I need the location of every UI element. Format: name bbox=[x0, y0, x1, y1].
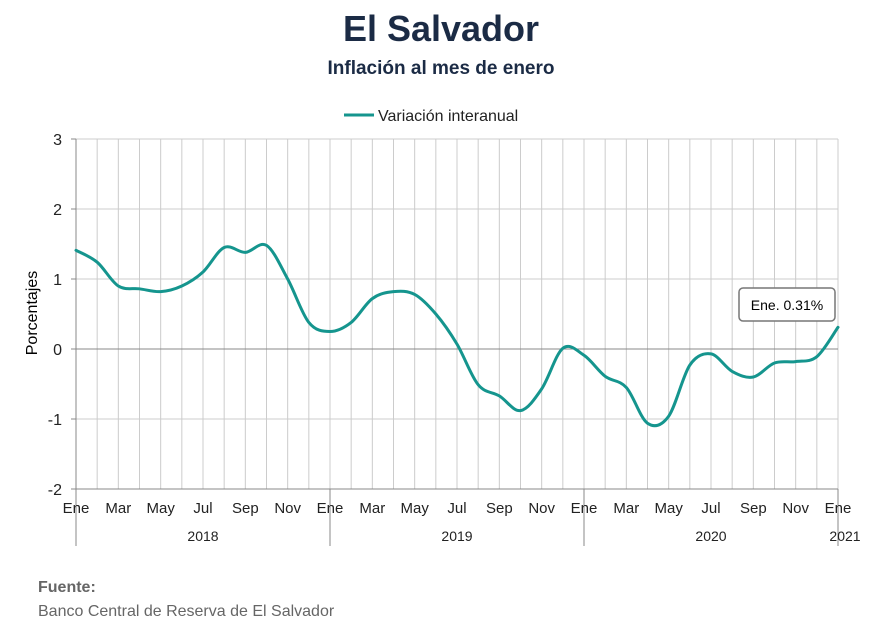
x-tick-label: Mar bbox=[613, 500, 639, 517]
x-tick-label: Sep bbox=[486, 500, 513, 517]
year-label: 2018 bbox=[187, 528, 218, 544]
source-label: Fuente: bbox=[38, 579, 96, 596]
chart-subtitle: Inflación al mes de enero bbox=[327, 58, 555, 79]
x-tick-label: Jul bbox=[701, 500, 720, 517]
legend-label: Variación interanual bbox=[378, 108, 518, 125]
source-note: Fuente: Banco Central de Reserva de El S… bbox=[38, 576, 334, 624]
y-tick-label: 0 bbox=[53, 342, 62, 359]
series-line-variacion-interanual bbox=[74, 242, 840, 428]
value-callout: Ene. 0.31% bbox=[738, 287, 836, 322]
x-tick-label: May bbox=[400, 500, 429, 517]
x-tick-label: May bbox=[654, 500, 683, 517]
x-tick-label: Jul bbox=[447, 500, 466, 517]
callout-label: Ene. 0.31% bbox=[751, 297, 823, 313]
y-tick-label: 3 bbox=[53, 132, 62, 149]
x-tick-label: Nov bbox=[782, 500, 809, 517]
x-tick-label: Nov bbox=[274, 500, 301, 517]
x-tick-label: Ene bbox=[571, 500, 598, 517]
x-tick-labels: Ene Mar May Jul Sep Nov Ene Mar May Jul Sep Nov Ene M… bbox=[63, 500, 852, 517]
y-axis-label: Porcentajes bbox=[24, 271, 41, 356]
x-tick-label: Ene bbox=[825, 500, 852, 517]
x-tick-label: Ene bbox=[63, 500, 90, 517]
chart-title: El Salvador bbox=[342, 8, 540, 49]
y-tick-labels: 3 2 1 0 -1 -2 bbox=[48, 132, 62, 499]
callout-box bbox=[738, 287, 836, 322]
year-labels: 2018 2019 2020 2021 bbox=[187, 528, 860, 544]
y-tick-label: -2 bbox=[48, 482, 62, 499]
x-tick-label: Sep bbox=[232, 500, 259, 517]
x-tick-label: Mar bbox=[359, 500, 385, 517]
grid-lines bbox=[71, 138, 839, 546]
x-tick-label: Nov bbox=[528, 500, 555, 517]
y-tick-label: 1 bbox=[53, 272, 62, 289]
line-chart: Variación interanual Porcentajes 3 2 1 0 -1 -… bbox=[24, 108, 861, 546]
y-tick-label: 2 bbox=[53, 202, 62, 219]
year-label: 2021 bbox=[829, 528, 860, 544]
x-tick-label: Mar bbox=[105, 500, 131, 517]
source-text: Banco Central de Reserva de El Salvador bbox=[38, 603, 335, 620]
year-label: 2019 bbox=[441, 528, 472, 544]
x-tick-label: May bbox=[146, 500, 175, 517]
x-tick-label: Sep bbox=[740, 500, 767, 517]
year-label: 2020 bbox=[695, 528, 726, 544]
x-tick-label: Ene bbox=[317, 500, 344, 517]
legend: Variación interanual bbox=[344, 108, 518, 125]
y-tick-label: -1 bbox=[48, 412, 62, 429]
x-tick-label: Jul bbox=[193, 500, 212, 517]
